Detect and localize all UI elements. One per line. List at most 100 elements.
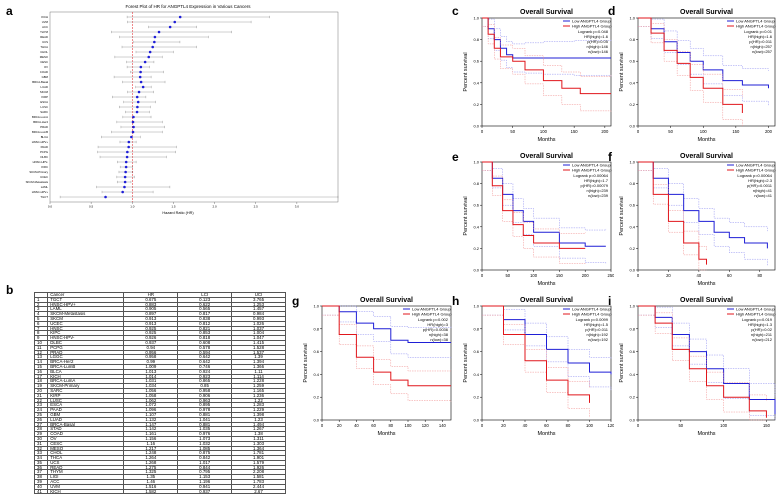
forest-point	[136, 100, 140, 104]
km-ytick-label: 0.4	[473, 80, 479, 85]
km-high-line	[482, 305, 590, 403]
km-ytick-label: 0.8	[313, 326, 319, 331]
forest-label: SKCM-Metastasis	[26, 180, 49, 184]
km-ytick-label: 0.6	[629, 349, 635, 354]
km-stat: n(low)=41	[754, 193, 772, 198]
km-high-line	[638, 305, 767, 418]
km-stat: HR(high)=1.7	[584, 178, 609, 183]
km-stat: n(low)=212	[752, 337, 773, 342]
km-ci-band	[482, 305, 590, 389]
km-ylabel: Percent survival	[303, 343, 309, 382]
forest-label: LUSC	[41, 105, 48, 109]
forest-point	[178, 15, 182, 19]
km-xlabel: Months	[697, 137, 715, 143]
km-ytick-label: 0.4	[629, 372, 635, 377]
km-ytick-label: 0.0	[473, 268, 479, 273]
km-ci-band	[322, 314, 452, 359]
km-ylabel: Percent survival	[619, 343, 625, 382]
km-plot-d: Overall Survival 0.0 0.2 0.4 0.6 0.8 1.0 0 50 100…	[619, 9, 776, 143]
km-ci-band	[638, 26, 769, 106]
km-ytick-label: 0.0	[629, 268, 635, 273]
km-ytick-label: 0.6	[473, 203, 479, 208]
panel-label-h: h	[452, 294, 460, 308]
km-plot-i: Overall Survival 0.0 0.2 0.4 0.6 0.8 1.0 0 50 100…	[619, 297, 776, 437]
km-ci-band	[638, 161, 768, 232]
hr-table: Cancer HR LCI UCI 1 TGCT 0.675 0.123 3.765 2 HNSC-…	[33, 292, 286, 494]
km-xtick-label: 150	[571, 129, 579, 134]
forest-point	[135, 110, 139, 114]
forest-point	[104, 195, 107, 199]
forest-point	[138, 75, 142, 79]
km-xtick-label: 120	[422, 423, 430, 428]
km-stat: HR(high)=1.6	[584, 34, 609, 39]
km-frame	[637, 17, 776, 127]
km-stat: Logrank p=0.048	[578, 29, 609, 34]
forest-point	[121, 190, 124, 194]
km-ci-band	[638, 314, 767, 421]
forest-marks: KICHUVMACCTHYMREADUCSTHCACHOLMESOCESCOVC…	[26, 11, 339, 209]
forest-label: CHOL	[40, 50, 48, 54]
forest-point	[125, 155, 129, 159]
forest-label: PCPG	[40, 150, 48, 154]
km-plot-g: Overall Survival 0.0 0.2 0.4 0.6 0.8 1.0 0 20 40 6…	[303, 297, 452, 437]
km-ylabel: Percent survival	[619, 196, 625, 235]
km-title: Overall Survival	[520, 297, 573, 304]
forest-label: MESO	[40, 55, 49, 59]
km-plot-h: Overall Survival 0.0 0.2 0.4 0.6 0.8 1.0 0 20 40 6…	[463, 297, 614, 437]
km-ylabel: Percent survival	[619, 52, 625, 91]
km-ytick-label: 0.2	[473, 246, 479, 251]
km-legend-low: Low ANGPTL4 Group	[572, 19, 611, 24]
km-xtick-label: 200	[601, 129, 609, 134]
forest-tick-label: 1.0	[130, 205, 135, 209]
km-frame	[481, 161, 612, 271]
km-ytick-label: 0.2	[473, 395, 479, 400]
km-ytick-label: 0.8	[473, 37, 479, 42]
km-ci-band	[638, 305, 767, 401]
km-xtick-label: 40	[523, 423, 528, 428]
km-frame	[637, 305, 776, 421]
forest-label: THYM	[40, 30, 49, 34]
km-legend-low: Low ANGPTL4 Group	[572, 307, 611, 312]
km-xtick-label: 0	[481, 423, 484, 428]
forest-label: HNSC-HPV-	[33, 160, 48, 164]
forest-label: BRCA-Her2	[33, 120, 48, 124]
forest-label: HNSC-HPV+	[32, 190, 49, 194]
km-title: Overall Survival	[360, 297, 413, 304]
km-xtick-label: 40	[354, 423, 359, 428]
km-ytick-label: 1.0	[629, 304, 635, 309]
km-xtick-label: 40	[697, 273, 702, 278]
km-stat: p(HR)=0.0036	[423, 327, 449, 332]
panel-label-f: f	[608, 150, 612, 164]
forest-label: BRCA-LumA	[32, 115, 48, 119]
forest-point	[153, 35, 157, 39]
forest-label: GBM	[42, 75, 49, 79]
forest-tick-label: 0.0	[48, 205, 53, 209]
forest-label: BLCA	[41, 135, 48, 139]
table-row: 41 KICH 1.582 0.937 2.67	[33, 488, 286, 494]
forest-point	[130, 135, 133, 139]
forest-label: SKCM-Primary	[29, 170, 48, 174]
km-xtick-label: 60	[544, 423, 549, 428]
km-ci-band	[482, 314, 590, 418]
forest-point	[123, 185, 126, 189]
forest-point	[139, 80, 143, 84]
km-xtick-label: 100	[586, 423, 594, 428]
km-ci-band	[482, 161, 586, 234]
panel-label-i: i	[608, 294, 612, 308]
km-ci-band	[638, 305, 776, 398]
km-ytick-label: 1.0	[313, 304, 319, 309]
km-stat: n(low)=239	[588, 193, 609, 198]
panel-label-g: g	[292, 294, 300, 308]
km-xlabel: Months	[697, 431, 715, 437]
km-legend-high: High ANGPTL4 Group	[572, 24, 612, 29]
forest-point	[147, 55, 151, 59]
km-plot-e: Overall Survival 0.0 0.2 0.4 0.6 0.8 1.0 0 50 100…	[463, 153, 614, 287]
km-ytick-label: 0.0	[313, 418, 319, 423]
km-frame	[321, 305, 452, 421]
km-xlabel: Months	[537, 281, 555, 287]
forest-label: READ	[40, 35, 48, 39]
table-cell: 2.67	[231, 488, 286, 494]
forest-label: UCEC	[40, 175, 48, 179]
km-stat: HR(high)=1.3	[748, 322, 773, 327]
km-ytick-label: 1.0	[473, 304, 479, 309]
